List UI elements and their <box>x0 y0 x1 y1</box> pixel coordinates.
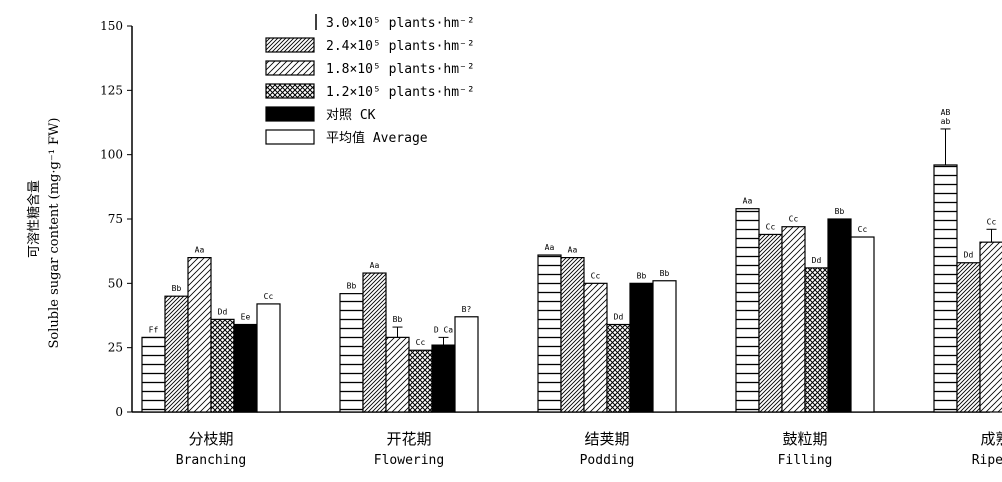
y-tick-label: 50 <box>108 276 123 290</box>
bar <box>187 257 212 413</box>
x-tick-label-en: Podding <box>580 453 635 468</box>
bar <box>933 164 958 413</box>
bars <box>141 128 1002 413</box>
legend-swatch <box>265 83 315 99</box>
bar-significance-label: D Ca <box>434 325 453 334</box>
y-axis-title-en: Soluble sugar content (mg·g⁻¹ FW) <box>47 118 62 349</box>
y-tick-label: 100 <box>100 148 123 162</box>
bar <box>629 282 654 413</box>
bar-significance-label: Cc <box>858 225 868 234</box>
bar-significance-label: ab <box>941 117 951 126</box>
bar-significance-label: Aa <box>568 246 578 255</box>
y-tick-label: 25 <box>108 341 123 355</box>
bar <box>583 282 608 413</box>
bar-significance-label: Cc <box>416 338 426 347</box>
bar <box>850 236 875 413</box>
bar-significance-label: Bb <box>172 284 182 293</box>
legend-label: 1.2×10⁵ plants·hm⁻² <box>326 85 475 100</box>
y-tick-label: 125 <box>100 83 123 97</box>
legend-swatch <box>265 129 315 145</box>
x-tick-label-en: Branching <box>176 453 246 468</box>
legend: 3.0×10⁵ plants·hm⁻² 2.4×10⁵ plants·hm⁻² 1.… <box>265 14 475 146</box>
bar <box>652 280 677 413</box>
bar-significance-label: Dd <box>218 307 228 316</box>
legend-swatch <box>265 37 315 53</box>
legend-label: 2.4×10⁵ plants·hm⁻² <box>326 39 475 54</box>
legend-label: 3.0×10⁵ plants·hm⁻² <box>326 16 475 31</box>
bar-significance-label: Bb <box>347 282 357 291</box>
bar-significance-label: Cc <box>264 292 274 301</box>
bar <box>560 257 585 413</box>
x-tick-label-zh: 鼓粒期 <box>782 430 827 448</box>
bar <box>408 349 433 413</box>
x-tick-label-zh: 开花期 <box>386 430 431 448</box>
legend-label: 平均值 Average <box>326 130 428 146</box>
bar <box>210 318 235 413</box>
bar-significance-label: Dd <box>964 251 974 260</box>
bar-significance-label: Bb <box>660 269 670 278</box>
bar <box>781 226 806 413</box>
bar-significance-label: Bb <box>393 315 403 324</box>
x-tick-label-en: Ripening <box>972 453 1002 468</box>
bar-significance-label: Bb <box>637 271 647 280</box>
bar <box>804 267 829 413</box>
x-tick-label-en: Flowering <box>374 453 444 468</box>
bar <box>385 336 410 413</box>
bar <box>979 241 1002 413</box>
bar-significance-label: Aa <box>195 246 205 255</box>
bar-significance-label: B? <box>462 305 472 314</box>
bar <box>956 262 981 413</box>
bar-significance-label: Cc <box>789 215 799 224</box>
bar <box>454 316 479 413</box>
bar <box>141 336 166 413</box>
legend-swatch <box>265 60 315 76</box>
bar <box>233 323 258 413</box>
bar-significance-label: Cc <box>591 271 601 280</box>
bar <box>606 323 631 413</box>
bar <box>362 272 387 413</box>
legend-swatch <box>265 106 315 122</box>
y-axis-title-zh: 可溶性糖含量 <box>26 180 42 258</box>
y-tick-label: 0 <box>115 405 123 419</box>
axes: 0 25 50 75 100 125 150 可溶性糖含量 Soluble sugar cont… <box>26 19 1002 468</box>
bar-significance-label: Bb <box>835 207 845 216</box>
bar-significance-label: Dd <box>812 256 822 265</box>
bar-significance-label: Dd <box>614 313 624 322</box>
x-tick-label-en: Filling <box>778 453 833 468</box>
bar-significance-label: AB <box>941 108 951 117</box>
bar-significance-label: Cc <box>987 217 997 226</box>
bar-labels: Ff Bb Aa Dd Ee Cc Bb Aa Bb Cc D Ca B? Aa Aa Cc Dd Bb Bb Aa… <box>149 108 997 347</box>
bar <box>339 293 364 413</box>
legend-label: 1.8×10⁵ plants·hm⁻² <box>326 62 475 77</box>
bar <box>164 295 189 413</box>
x-tick-label-zh: 分枝期 <box>188 430 233 448</box>
y-tick-label: 150 <box>100 19 123 33</box>
bar-significance-label: Ee <box>241 313 251 322</box>
x-tick-label-zh: 成熟期 <box>980 430 1002 448</box>
bar <box>431 344 456 413</box>
bar-significance-label: Aa <box>545 243 555 252</box>
bar <box>735 208 760 413</box>
bar-significance-label: Cc <box>766 222 776 231</box>
bar <box>256 303 281 413</box>
legend-label: 对照 CK <box>326 108 376 123</box>
bar <box>537 254 562 413</box>
x-tick-label-zh: 结荚期 <box>584 430 629 448</box>
bar-significance-label: Aa <box>370 261 380 270</box>
bar <box>827 218 852 413</box>
bar-significance-label: Aa <box>743 197 753 206</box>
y-tick-label: 75 <box>108 212 123 226</box>
bar <box>758 233 783 413</box>
bar-significance-label: Ff <box>149 325 159 334</box>
